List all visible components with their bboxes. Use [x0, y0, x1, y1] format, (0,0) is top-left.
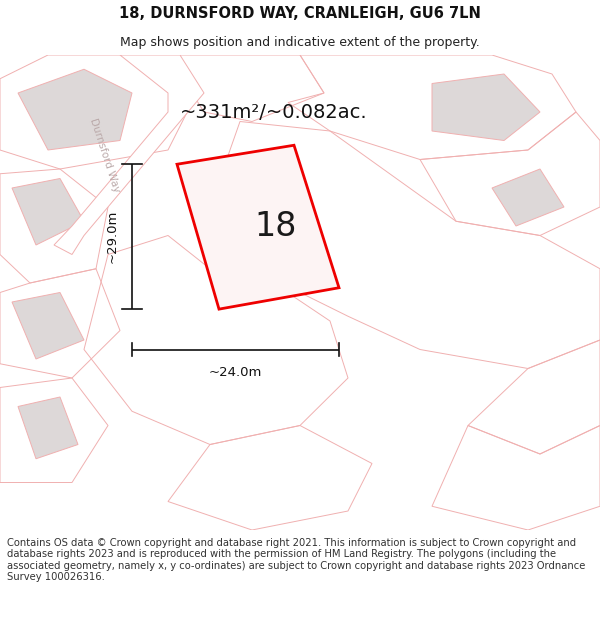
Polygon shape — [54, 55, 204, 254]
Text: Durnsford Way: Durnsford Way — [88, 116, 122, 193]
Text: ~24.0m: ~24.0m — [209, 366, 262, 379]
Text: Contains OS data © Crown copyright and database right 2021. This information is : Contains OS data © Crown copyright and d… — [7, 538, 586, 582]
Polygon shape — [12, 179, 84, 245]
Polygon shape — [12, 292, 84, 359]
Text: 18: 18 — [254, 210, 296, 243]
Polygon shape — [492, 169, 564, 226]
Text: 18, DURNSFORD WAY, CRANLEIGH, GU6 7LN: 18, DURNSFORD WAY, CRANLEIGH, GU6 7LN — [119, 6, 481, 21]
Polygon shape — [177, 145, 339, 309]
Polygon shape — [18, 397, 78, 459]
Polygon shape — [432, 74, 540, 141]
Polygon shape — [18, 69, 132, 150]
Text: ~331m²/~0.082ac.: ~331m²/~0.082ac. — [180, 102, 368, 121]
Text: Map shows position and indicative extent of the property.: Map shows position and indicative extent… — [120, 36, 480, 49]
Text: ~29.0m: ~29.0m — [106, 210, 119, 263]
